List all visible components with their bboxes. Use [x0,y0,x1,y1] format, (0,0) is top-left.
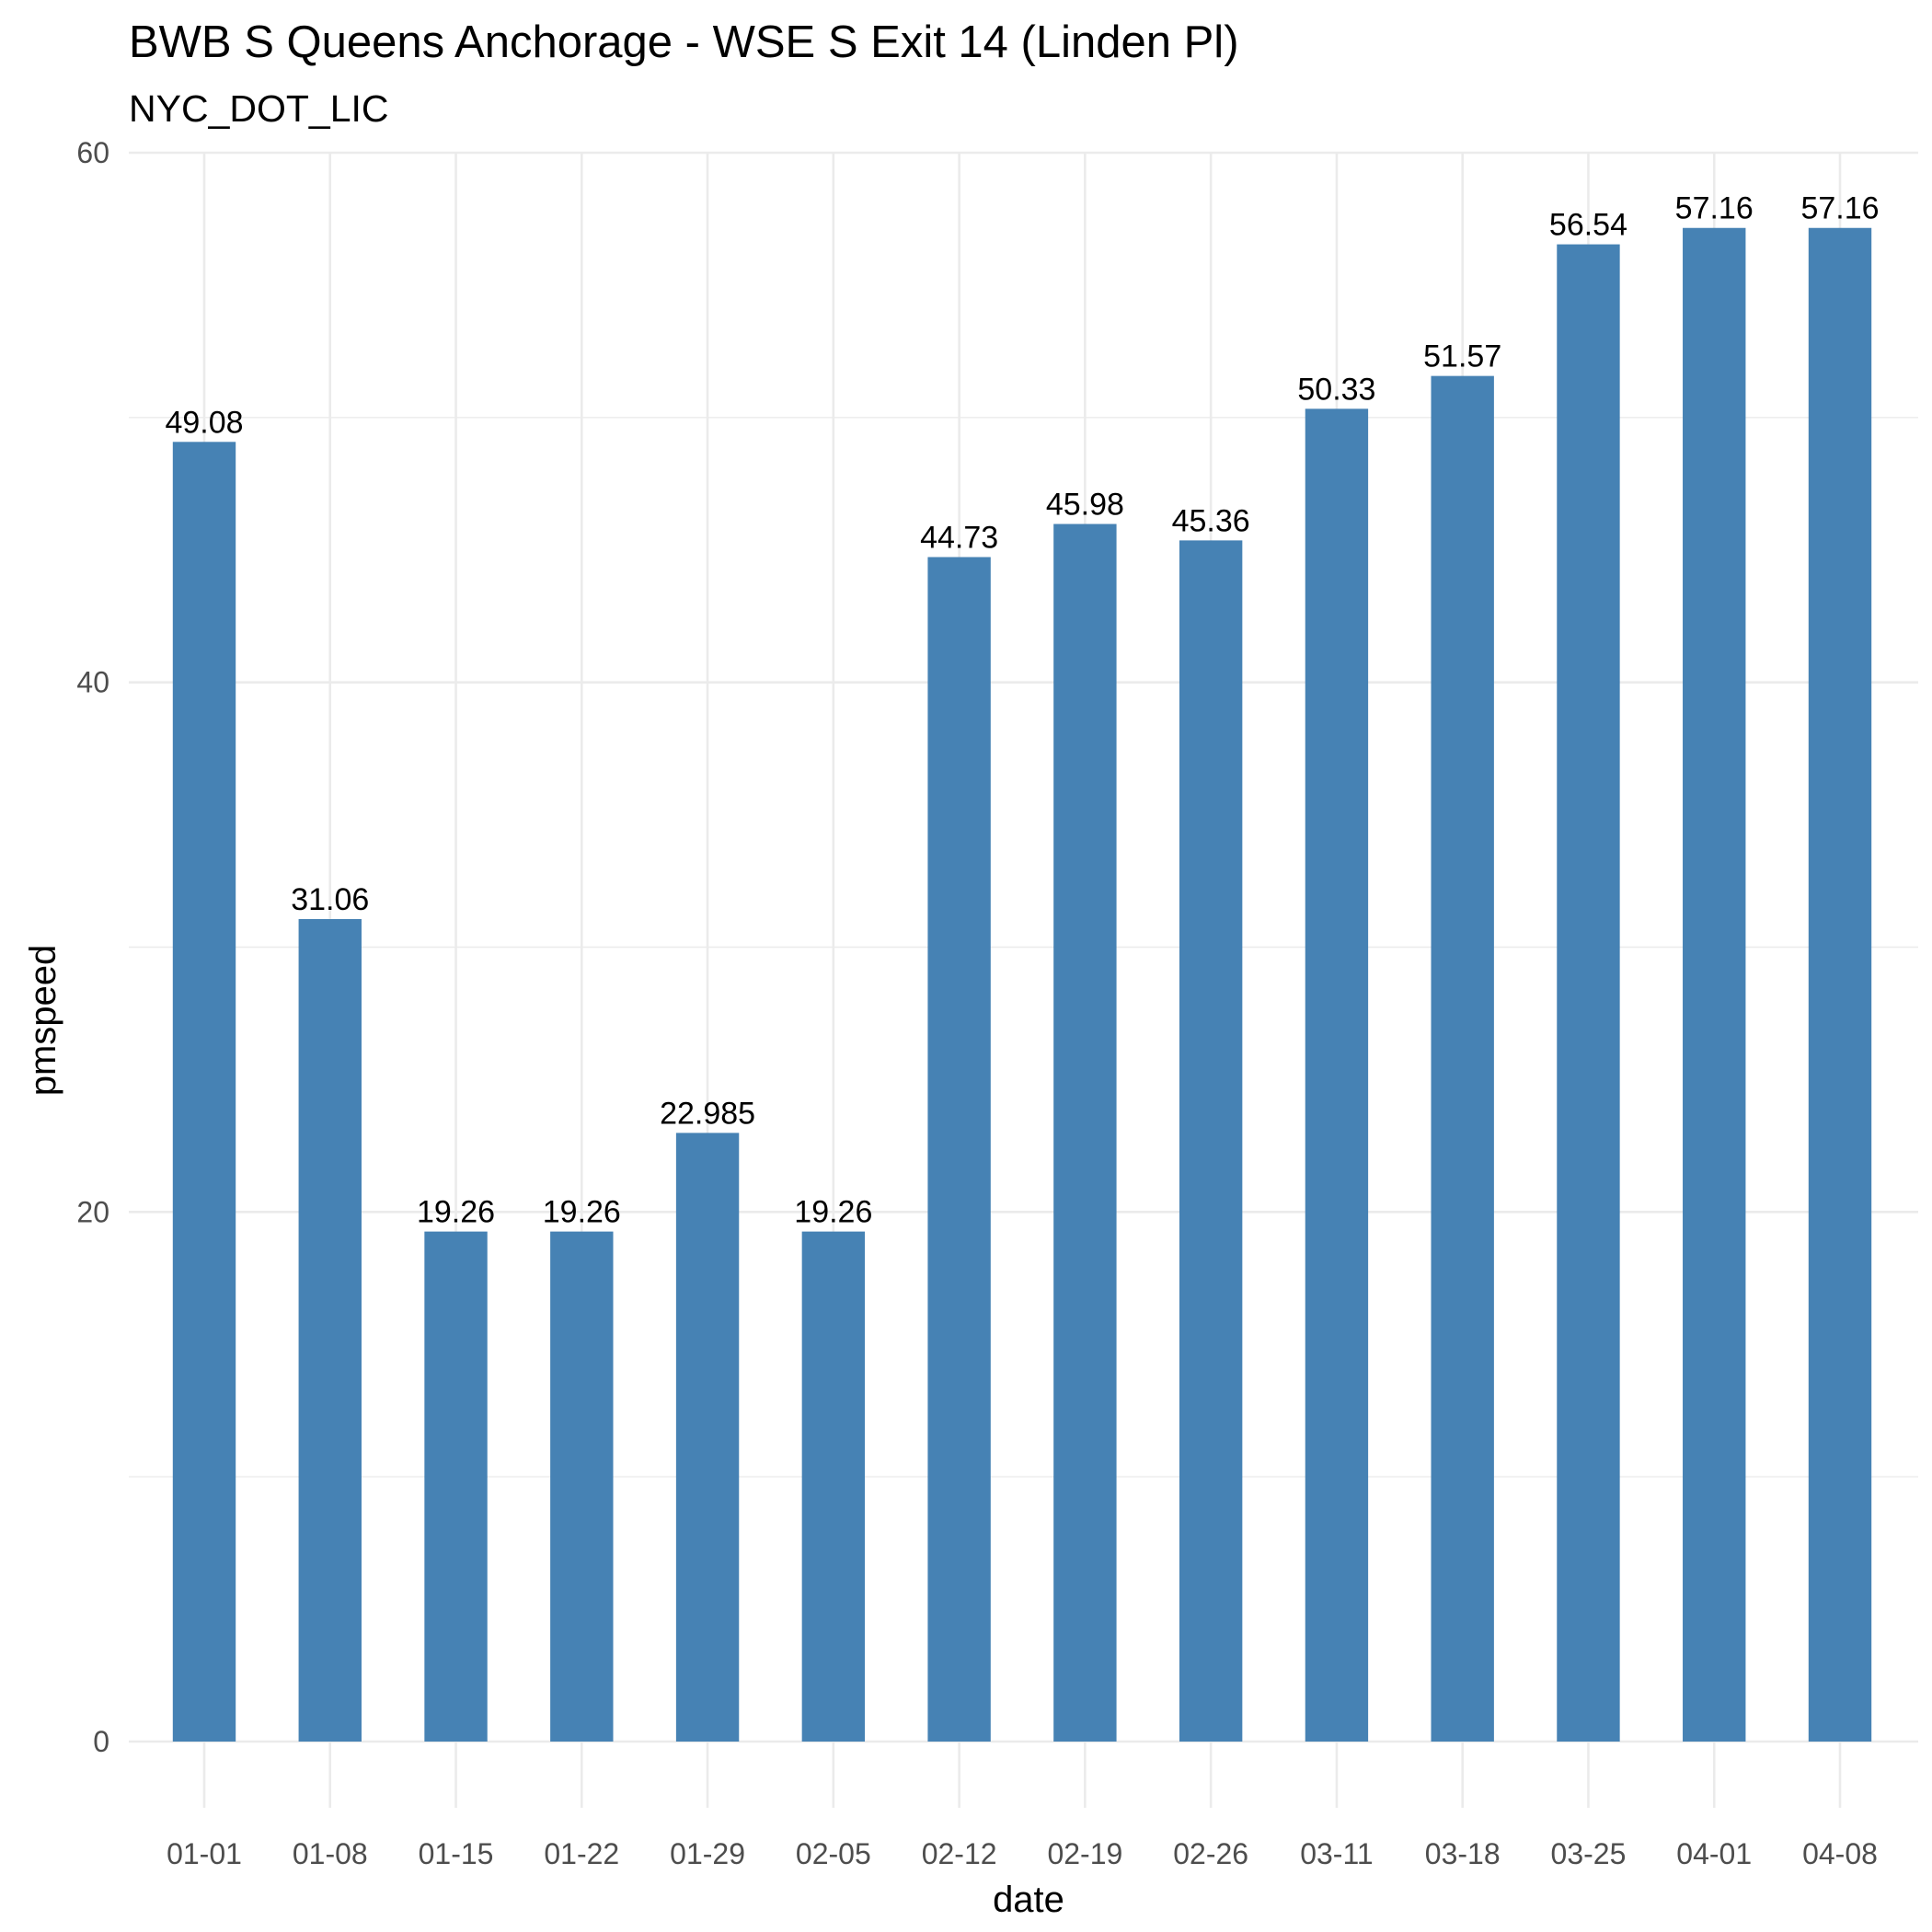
data-label: 19.26 [543,1195,621,1230]
x-tick-label: 02-05 [796,1837,871,1870]
x-tick-label: 03-18 [1425,1837,1501,1870]
data-label: 51.57 [1423,339,1501,374]
data-label: 22.985 [660,1096,755,1131]
data-label: 19.26 [794,1195,872,1230]
bar [1808,227,1872,1742]
x-tick-label: 04-01 [1676,1837,1752,1870]
x-tick-label: 02-12 [922,1837,997,1870]
x-tick-label: 01-22 [544,1837,619,1870]
x-tick-label: 03-25 [1551,1837,1627,1870]
bar [172,442,236,1742]
data-label: 19.26 [417,1195,495,1230]
bar [550,1231,614,1742]
data-label: 45.36 [1172,503,1250,538]
chart-subtitle: NYC_DOT_LIC [129,87,389,130]
data-label: 50.33 [1297,372,1375,407]
x-tick-label: 01-15 [419,1837,494,1870]
x-tick-label: 03-11 [1300,1837,1373,1870]
y-tick-label: 0 [93,1725,109,1758]
bar [1683,227,1746,1742]
x-tick-label: 02-19 [1047,1837,1122,1870]
bar [1179,540,1243,1742]
x-axis-ticks: 01-01 01-08 01-15 01-22 01-29 02-05 02-12 02-19… [167,1837,1878,1870]
data-label: 49.08 [165,405,243,440]
bar [424,1231,488,1742]
y-tick-label: 60 [76,136,109,169]
y-axis-ticks: 0 20 40 60 [76,136,109,1758]
x-tick-label: 01-08 [293,1837,368,1870]
chart-title: BWB S Queens Anchorage - WSE S Exit 14 (… [129,17,1239,67]
y-axis-title: pmspeed [23,945,63,1097]
bars [172,227,1872,1742]
y-tick-label: 40 [76,666,109,699]
x-tick-label: 01-29 [670,1837,745,1870]
data-label: 57.16 [1675,191,1754,226]
x-tick-label: 01-01 [167,1837,242,1870]
bar [927,557,991,1742]
bar [1431,375,1494,1742]
bar [675,1133,740,1742]
data-label: 45.98 [1046,488,1124,523]
y-tick-label: 20 [76,1195,109,1228]
x-tick-label: 02-26 [1173,1837,1248,1870]
x-axis-title: date [993,1880,1064,1920]
bar [1557,244,1620,1742]
bar [801,1231,866,1742]
data-label: 57.16 [1800,191,1879,226]
bar [1305,408,1369,1742]
data-label: 44.73 [920,521,998,556]
bar [298,918,362,1742]
x-tick-label: 04-08 [1802,1837,1878,1870]
grid [129,151,1918,1808]
bar [1053,523,1117,1742]
data-labels: 49.08 31.06 19.26 19.26 22.985 19.26 44.73 45.9… [165,191,1879,1230]
data-label: 56.54 [1549,208,1627,243]
data-label: 31.06 [291,882,369,917]
